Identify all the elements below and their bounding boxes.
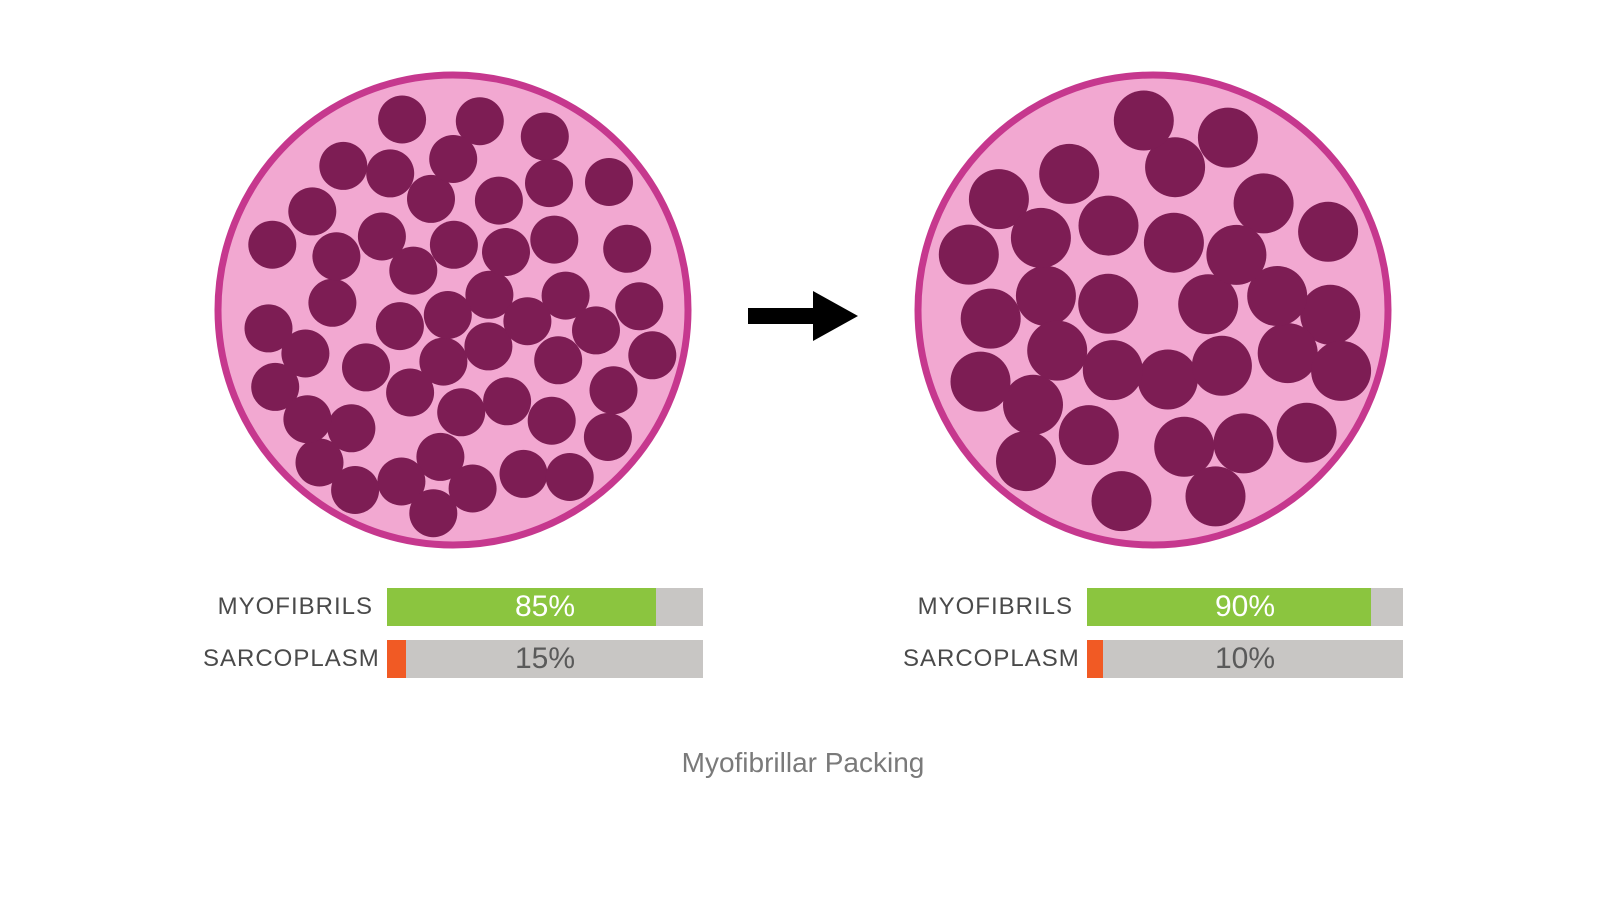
right-cell [903, 60, 1403, 560]
bar-value: 90% [1087, 590, 1403, 624]
bar-label: SARCOPLASM [903, 645, 1073, 673]
bar-track: 85% [387, 588, 703, 626]
diagram-container: MYOFIBRILS 85% SARCOPLASM 15% MYOFIBRILS 90%… [0, 60, 1606, 779]
bar-value: 15% [387, 642, 703, 676]
bar-label: MYOFIBRILS [903, 593, 1073, 621]
left-bars: MYOFIBRILS 85% SARCOPLASM 15% [203, 588, 703, 692]
bar-row: MYOFIBRILS 90% [903, 588, 1403, 626]
right-bars: MYOFIBRILS 90% SARCOPLASM 10% [903, 588, 1403, 692]
bar-value: 10% [1087, 642, 1403, 676]
bar-label: SARCOPLASM [203, 645, 373, 673]
bar-label: MYOFIBRILS [203, 593, 373, 621]
bar-track: 15% [387, 640, 703, 678]
left-cell [203, 60, 703, 560]
bar-track: 10% [1087, 640, 1403, 678]
right-panel: MYOFIBRILS 90% SARCOPLASM 10% [903, 60, 1403, 692]
arrow [743, 286, 863, 346]
bar-track: 90% [1087, 588, 1403, 626]
caption: Myofibrillar Packing [0, 747, 1606, 779]
left-panel: MYOFIBRILS 85% SARCOPLASM 15% [203, 60, 703, 692]
bar-row: SARCOPLASM 10% [903, 640, 1403, 678]
bar-value: 85% [387, 590, 703, 624]
diagram-row: MYOFIBRILS 85% SARCOPLASM 15% MYOFIBRILS 90%… [0, 60, 1606, 692]
bar-row: MYOFIBRILS 85% [203, 588, 703, 626]
bar-row: SARCOPLASM 15% [203, 640, 703, 678]
